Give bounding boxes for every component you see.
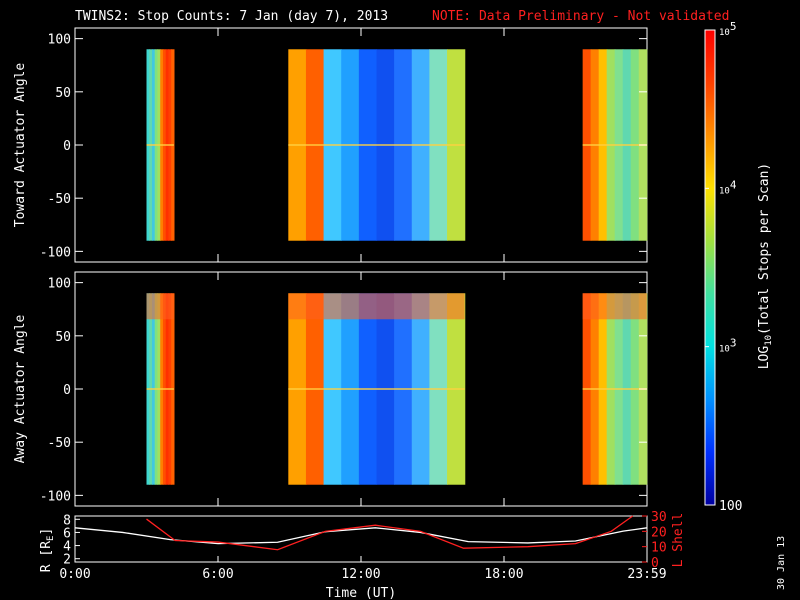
lshell-line [146,515,634,551]
preliminary-note: NOTE: Data Preliminary - Not validated [432,9,729,24]
y-tick-label: 6 [63,526,71,541]
x-tick-label: 6:00 [202,567,233,582]
x-tick-label: 12:00 [341,567,380,582]
panel3-ylabel-right: L Shell [671,513,686,568]
high-angle-band [146,293,174,320]
y-tick-label: -100 [40,489,71,504]
x-tick-label: 0:00 [59,567,90,582]
x-axis-label: Time (UT) [326,586,396,600]
y-tick-label: 4 [63,540,71,555]
y-tick-label-right: 0 [651,556,659,571]
zero-angle-stripe [288,388,465,390]
y-tick-label-right: 20 [651,525,667,540]
radius-line [74,527,648,545]
panel2-ylabel: Away Actuator Angle [13,314,28,463]
zero-angle-stripe [146,388,174,390]
colorbar-tick-label: 105 [719,20,736,38]
y-tick-label: 50 [55,330,71,345]
colorbar-tick-label: 100 [719,499,742,514]
zero-angle-stripe [288,144,465,146]
panel1-heatmap [146,49,648,241]
toward-angle-panel: 100 50 0 -50 -100 Toward Actuator Angle [13,27,648,263]
panel1-ylabel: Toward Actuator Angle [13,63,28,228]
panel2-heatmap [146,293,648,485]
y-tick-label-right: 30 [651,510,667,525]
high-angle-band [582,293,647,320]
y-tick-label: 8 [63,513,71,528]
zero-angle-stripe [146,144,174,146]
panel3-frame [74,515,648,563]
colorbar-tick-label: 104 [719,178,737,196]
y-tick-label: 50 [55,86,71,101]
y-tick-label: 100 [48,33,71,48]
y-tick-label: -50 [48,192,71,207]
x-tick-label: 23:59 [627,567,666,582]
colorbar-tick-label: 103 [719,337,736,355]
high-angle-band [288,293,465,320]
colorbar-gradient [704,29,716,506]
y-tick-label: -100 [40,245,71,260]
y-tick-label-right: 10 [651,541,667,556]
y-tick-label: 0 [63,139,71,154]
y-tick-label: 2 [63,553,71,568]
panel1-axes: 100 50 0 -50 -100 [40,28,648,262]
y-tick-label: 100 [48,277,71,292]
colorbar-ticks: 105 104 103 100 [705,20,742,514]
figure-title: TWINS2: Stop Counts: 7 Jan (day 7), 2013 [75,9,388,24]
y-tick-label: -50 [48,436,71,451]
colorbar: 105 104 103 100 LOG10(Total Stops per Scan) [704,20,774,514]
panel3-ylabel-left: R [RE] [39,528,56,573]
y-tick-label: 0 [63,383,71,398]
x-tick-label: 18:00 [484,567,523,582]
zero-angle-stripe [582,388,647,390]
colorbar-label: LOG10(Total Stops per Scan) [757,163,774,370]
zero-angle-stripe [582,144,647,146]
plot-date: 30 Jan 13 [776,536,787,590]
panel2-axes: 100 50 0 -50 -100 [40,272,648,506]
away-angle-panel: 100 50 0 -50 -100 Away Actuator Angle [13,271,648,507]
panel3-lines [74,515,648,551]
